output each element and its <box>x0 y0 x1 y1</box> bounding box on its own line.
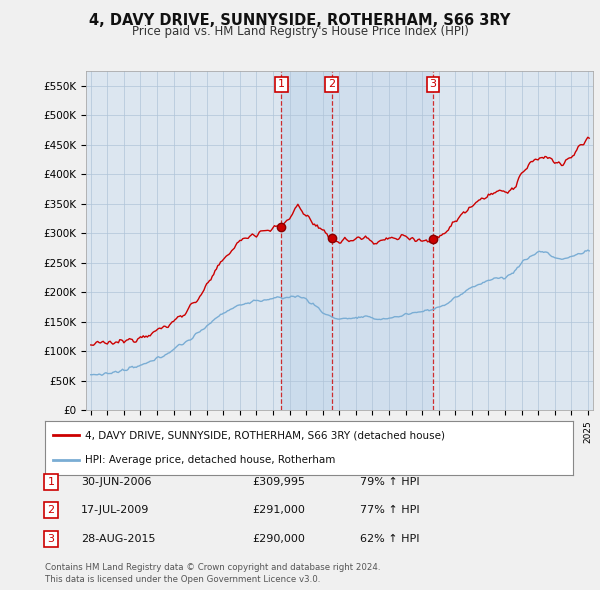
Bar <box>281 71 332 410</box>
Text: 79% ↑ HPI: 79% ↑ HPI <box>360 477 419 487</box>
Text: Price paid vs. HM Land Registry's House Price Index (HPI): Price paid vs. HM Land Registry's House … <box>131 25 469 38</box>
Text: 3: 3 <box>430 79 436 89</box>
Text: 2: 2 <box>47 506 55 515</box>
Text: £290,000: £290,000 <box>252 534 305 543</box>
Text: £309,995: £309,995 <box>252 477 305 487</box>
Text: 77% ↑ HPI: 77% ↑ HPI <box>360 506 419 515</box>
Text: 28-AUG-2015: 28-AUG-2015 <box>81 534 155 543</box>
Text: 62% ↑ HPI: 62% ↑ HPI <box>360 534 419 543</box>
Text: 4, DAVY DRIVE, SUNNYSIDE, ROTHERHAM, S66 3RY: 4, DAVY DRIVE, SUNNYSIDE, ROTHERHAM, S66… <box>89 13 511 28</box>
Text: 30-JUN-2006: 30-JUN-2006 <box>81 477 151 487</box>
Text: 3: 3 <box>47 534 55 543</box>
Text: This data is licensed under the Open Government Licence v3.0.: This data is licensed under the Open Gov… <box>45 575 320 584</box>
Text: 4, DAVY DRIVE, SUNNYSIDE, ROTHERHAM, S66 3RY (detached house): 4, DAVY DRIVE, SUNNYSIDE, ROTHERHAM, S66… <box>85 430 445 440</box>
Bar <box>332 71 433 410</box>
Text: Contains HM Land Registry data © Crown copyright and database right 2024.: Contains HM Land Registry data © Crown c… <box>45 563 380 572</box>
Text: HPI: Average price, detached house, Rotherham: HPI: Average price, detached house, Roth… <box>85 455 335 466</box>
Text: £291,000: £291,000 <box>252 506 305 515</box>
Text: 1: 1 <box>47 477 55 487</box>
Text: 2: 2 <box>328 79 335 89</box>
Text: 17-JUL-2009: 17-JUL-2009 <box>81 506 149 515</box>
Text: 1: 1 <box>278 79 285 89</box>
